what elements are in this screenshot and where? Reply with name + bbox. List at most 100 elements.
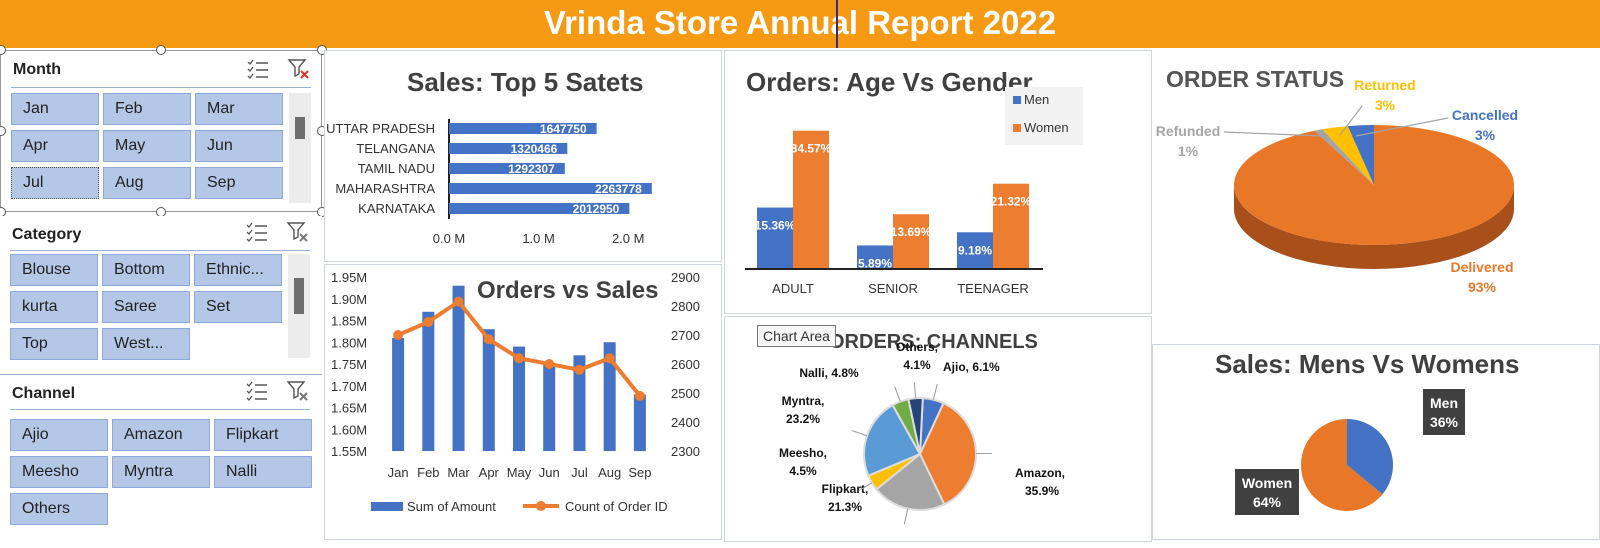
chart-title: Sales: Mens Vs Womens xyxy=(1215,349,1520,379)
slicer-item-jun[interactable]: Jun xyxy=(195,130,283,162)
orders-vs-sales-chart[interactable]: Orders vs Sales 1.55M 1.60M 1.65M 1.70M 1.75… xyxy=(324,264,722,540)
clear-filter-icon[interactable] xyxy=(286,220,310,244)
leader-line xyxy=(1223,131,1323,137)
order-status-chart[interactable]: ORDER STATUS Delivered 93% Refunded 1% Retur… xyxy=(1152,50,1600,344)
category-label: TEENAGER xyxy=(957,281,1029,296)
slicer-item-nalli[interactable]: Nalli xyxy=(214,456,312,488)
label-box xyxy=(1235,469,1299,515)
resize-handle[interactable] xyxy=(0,45,6,55)
line-point xyxy=(453,296,464,307)
resize-handle[interactable] xyxy=(156,45,166,55)
tick-label: 2.0 M xyxy=(612,231,645,246)
bar xyxy=(392,337,405,451)
multi-select-icon[interactable] xyxy=(247,59,269,79)
slicer-item-meesho[interactable]: Meesho xyxy=(10,456,108,488)
clear-filter-icon[interactable] xyxy=(287,57,311,81)
slicer-item-bottom[interactable]: Bottom xyxy=(102,254,190,286)
y2-tick-label: 2500 xyxy=(671,386,700,401)
multi-select-icon[interactable] xyxy=(246,222,268,242)
multi-select-icon[interactable] xyxy=(246,381,268,401)
leader-line xyxy=(1339,105,1363,136)
y2-tick-label: 2700 xyxy=(671,328,700,343)
chart-area-tooltip: Chart Area xyxy=(757,325,836,347)
line-point xyxy=(514,353,524,364)
pie-slice xyxy=(918,401,977,506)
bar xyxy=(449,183,652,194)
y-tick-label: 1.80M xyxy=(331,335,367,350)
age-gender-chart[interactable]: Orders: Age Vs Gender 15.36% 34.57% ADULT 5… xyxy=(724,50,1152,314)
channels-plot: Ajio, 6.1% Amazon, 35.9% Flipkart, 21.3% Mees… xyxy=(779,340,1065,525)
x-tick-label: Aug xyxy=(598,465,621,480)
slicer-item-aug[interactable]: Aug xyxy=(103,167,191,199)
data-label: 21.32% xyxy=(991,195,1032,209)
resize-handle[interactable] xyxy=(0,126,6,136)
bar xyxy=(957,232,993,269)
slicer-item-mar[interactable]: Mar xyxy=(195,93,283,125)
x-tick-label: Sep xyxy=(628,465,651,480)
chart-title: ORDERS: CHANNELS xyxy=(829,331,1038,353)
category-scrollbar[interactable] xyxy=(288,254,310,358)
top-states-chart[interactable]: Sales: Top 5 Satets UTTAR PRADESH 1647750… xyxy=(324,50,722,262)
slice-label: Returned xyxy=(1354,77,1415,93)
scrollbar-thumb[interactable] xyxy=(295,117,305,139)
y-tick-label: 1.60M xyxy=(331,422,367,437)
scrollbar-thumb[interactable] xyxy=(294,278,304,314)
slicer-item-ethnic[interactable]: Ethnic... xyxy=(194,254,282,286)
slicer-item-set[interactable]: Set xyxy=(194,291,282,323)
clear-filter-icon[interactable] xyxy=(286,379,310,403)
slicer-item-feb[interactable]: Feb xyxy=(103,93,191,125)
label-box xyxy=(1423,389,1465,435)
category-slicer-title: Category xyxy=(12,226,82,243)
line-point xyxy=(423,316,434,327)
slice-percent: 23.2% xyxy=(786,412,820,426)
leader-line xyxy=(894,386,901,402)
bar xyxy=(452,285,465,451)
leader-line xyxy=(903,508,909,525)
slicer-item-myntra[interactable]: Myntra xyxy=(112,456,210,488)
channel-slicer-title: Channel xyxy=(12,385,76,402)
slicer-item-sep[interactable]: Sep xyxy=(195,167,283,199)
category-label: SENIOR xyxy=(868,281,918,296)
y-tick-label: 1.55M xyxy=(331,444,367,459)
slice-label: Ajio, 6.1% xyxy=(943,360,1000,374)
chart-title: Orders: Age Vs Gender xyxy=(746,67,1033,97)
data-label: 1292307 xyxy=(508,162,555,176)
slicer-item-saree[interactable]: Saree xyxy=(102,291,190,323)
legend-label: Count of Order ID xyxy=(565,499,668,514)
leader-line xyxy=(932,383,938,400)
pie-slice xyxy=(1301,419,1383,511)
slicer-item-jan[interactable]: Jan xyxy=(11,93,99,125)
slicer-divider xyxy=(11,87,311,88)
bar xyxy=(422,311,435,451)
channels-chart[interactable]: ORDERS: CHANNELS Ajio, 6.1% Amazon, 35.9% F… xyxy=(724,316,1152,542)
slicer-item-may[interactable]: May xyxy=(103,130,191,162)
pie-slice xyxy=(1347,125,1374,185)
data-label: 5.89% xyxy=(858,256,892,270)
category-slicer[interactable]: Category Blouse Bottom Ethnic... kurta S… xyxy=(0,216,322,370)
slicer-item-flipkart[interactable]: Flipkart xyxy=(214,419,312,451)
slice-label: Others, xyxy=(896,340,938,354)
mens-womens-plot: Men 36% Women 64% xyxy=(1235,389,1465,515)
slice-label: Flipkart, xyxy=(822,482,869,496)
slicer-item-others[interactable]: Others xyxy=(10,493,108,525)
chart-title: ORDER STATUS xyxy=(1166,66,1345,92)
slice-percent: 4.5% xyxy=(789,464,817,478)
mens-womens-chart[interactable]: Sales: Mens Vs Womens Men 36% Women 64% xyxy=(1152,344,1600,540)
slicer-item-ajio[interactable]: Ajio xyxy=(10,419,108,451)
data-label: 1320466 xyxy=(511,142,558,156)
line-point xyxy=(393,330,404,340)
slicer-item-top[interactable]: Top xyxy=(10,328,98,360)
channel-slicer[interactable]: Channel Ajio Amazon Flipkart Meesho Mynt… xyxy=(0,374,322,548)
pie-slice xyxy=(1314,129,1374,185)
slicer-item-jul[interactable]: Jul xyxy=(11,167,99,199)
month-slicer-title: Month xyxy=(13,61,61,78)
slicer-item-amazon[interactable]: Amazon xyxy=(112,419,210,451)
slicer-item-western[interactable]: West... xyxy=(102,328,190,360)
title-banner xyxy=(0,0,1600,48)
month-slicer[interactable]: Month Jan Feb Mar Apr May Jun Jul Aug Se… xyxy=(0,50,322,212)
slicer-item-blouse[interactable]: Blouse xyxy=(10,254,98,286)
slicer-item-apr[interactable]: Apr xyxy=(11,130,99,162)
slicer-item-kurta[interactable]: kurta xyxy=(10,291,98,323)
legend-label: Men xyxy=(1024,92,1049,107)
month-scrollbar[interactable] xyxy=(289,93,311,203)
